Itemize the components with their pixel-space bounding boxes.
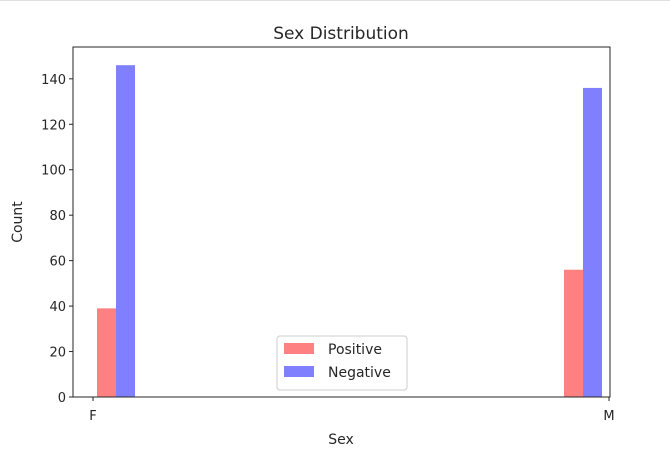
x-tick-label-m: M bbox=[603, 409, 614, 424]
bars-layer bbox=[97, 65, 602, 397]
y-tick-label: 100 bbox=[41, 164, 66, 179]
bar-negative-f bbox=[116, 65, 135, 397]
y-tick-label: 20 bbox=[49, 346, 66, 361]
legend: Positive Negative bbox=[276, 335, 408, 391]
y-tick-label: 140 bbox=[41, 73, 66, 88]
legend-label-negative: Negative bbox=[328, 365, 391, 381]
legend-label-positive: Positive bbox=[328, 342, 382, 358]
y-tick-label: 60 bbox=[49, 255, 66, 270]
y-tick-label: 40 bbox=[49, 300, 66, 315]
legend-swatch-positive bbox=[284, 343, 314, 354]
y-tick-label: 0 bbox=[58, 391, 66, 406]
x-tick-label-f: F bbox=[89, 409, 96, 424]
legend-swatch-negative bbox=[284, 366, 314, 377]
x-axis-label: Sex bbox=[328, 432, 354, 448]
plot-area-frame bbox=[72, 46, 611, 398]
chart-title: Sex Distribution bbox=[273, 24, 409, 44]
y-axis-label: Count bbox=[10, 201, 26, 243]
bar-positive-f bbox=[97, 308, 116, 397]
bar-negative-m bbox=[583, 87, 602, 397]
y-tick-label: 80 bbox=[49, 209, 66, 224]
y-tick-label: 120 bbox=[41, 118, 66, 133]
y-axis: 0 20 40 60 80 100 120 140 bbox=[41, 73, 73, 406]
bar-positive-m bbox=[564, 269, 583, 397]
